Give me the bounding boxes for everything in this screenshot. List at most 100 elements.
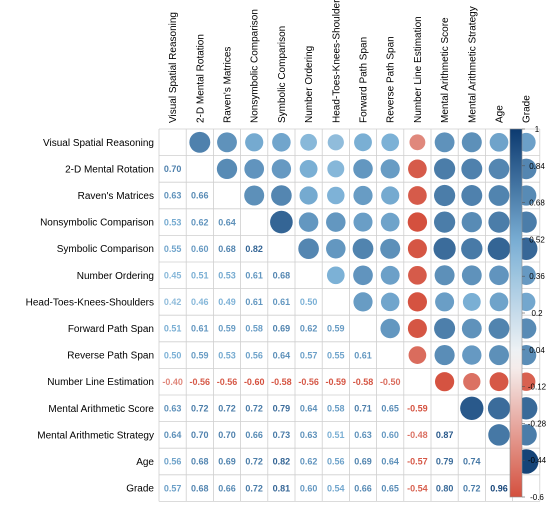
correlation-value: -0.58	[353, 377, 374, 387]
correlation-value: 0.68	[191, 483, 209, 493]
correlation-value: 0.70	[218, 430, 236, 440]
correlation-value: 0.63	[164, 404, 182, 414]
correlation-circle	[354, 133, 372, 152]
colorbar-tick-label: -0.44	[528, 456, 547, 465]
correlation-value: 0.60	[381, 430, 399, 440]
correlation-value: -0.56	[190, 377, 211, 387]
correlation-value: 0.68	[218, 244, 236, 254]
correlation-circle	[462, 292, 481, 311]
correlation-value: 0.82	[245, 244, 263, 254]
row-label: Age	[136, 457, 154, 468]
colorbar-tick-label: 0.2	[531, 309, 543, 318]
correlation-value: 0.80	[436, 483, 454, 493]
correlation-value: 0.72	[463, 483, 481, 493]
correlation-circle	[244, 185, 265, 206]
correlation-circle	[433, 158, 456, 180]
correlation-circle	[299, 186, 318, 205]
correlation-circle	[327, 134, 344, 151]
correlation-circle	[216, 158, 238, 180]
correlation-circle	[408, 346, 427, 364]
row-label: Mental Arithmetic Strategy	[37, 430, 154, 441]
correlation-value: -0.48	[407, 430, 428, 440]
correlation-value: 0.72	[245, 457, 263, 467]
correlation-value: -0.59	[407, 404, 428, 414]
correlation-circle	[489, 345, 509, 366]
correlation-circle	[434, 265, 455, 286]
correlation-value: 0.42	[164, 297, 182, 307]
correlation-value: 0.64	[273, 350, 291, 360]
correlation-circle	[353, 265, 373, 286]
correlation-value: 0.66	[245, 430, 263, 440]
correlation-value: 0.53	[164, 217, 182, 227]
correlation-value: 0.61	[354, 350, 372, 360]
correlation-value: -0.50	[380, 377, 401, 387]
correlation-value: 0.64	[300, 404, 318, 414]
correlation-value: 0.60	[191, 244, 209, 254]
correlation-value: 0.59	[327, 324, 345, 334]
column-label: Head-Toes-Knees-Shoulders	[331, 0, 342, 123]
correlation-circle	[460, 396, 484, 420]
column-label: Symbolic Comparison	[277, 26, 288, 123]
correlation-circle	[461, 158, 483, 180]
correlation-value: 0.63	[300, 430, 318, 440]
correlation-circle	[407, 318, 427, 339]
column-label: Visual Spatial Reasoning	[168, 12, 179, 123]
correlation-circle	[461, 265, 482, 286]
correlation-circle	[489, 292, 509, 312]
correlation-value: 0.50	[300, 297, 318, 307]
correlation-value: 0.71	[354, 404, 372, 414]
correlation-value: 0.60	[300, 483, 318, 493]
correlation-circle	[487, 397, 511, 420]
correlation-circle	[381, 133, 400, 152]
correlation-value: 0.58	[327, 404, 345, 414]
correlation-circle	[353, 159, 373, 179]
correlation-circle	[463, 373, 481, 391]
row-label: Symbolic Comparison	[57, 244, 154, 255]
correlation-value: 0.62	[191, 217, 209, 227]
variable-labels: Visual Spatial Reasoning 2-D Mental Rotat…	[26, 0, 533, 495]
correlation-circle	[380, 238, 401, 259]
correlation-value: 0.69	[218, 457, 236, 467]
correlation-value: 0.64	[218, 217, 236, 227]
correlation-circle	[488, 318, 510, 339]
correlation-value: 0.65	[381, 483, 399, 493]
row-label: Number Line Estimation	[47, 377, 154, 388]
correlation-value: -0.54	[407, 483, 428, 493]
correlation-value: 0.62	[300, 457, 318, 467]
correlation-value: 0.57	[300, 350, 318, 360]
correlation-circle	[300, 133, 317, 151]
correlation-value: 0.69	[354, 457, 372, 467]
column-label: Number Line Estimation	[413, 16, 424, 123]
correlation-circle	[299, 159, 318, 178]
correlation-circle	[407, 292, 427, 312]
correlation-value: -0.56	[298, 377, 319, 387]
correlation-circle	[326, 212, 346, 232]
correlation-value: 0.56	[164, 457, 182, 467]
column-label: Age	[495, 105, 506, 123]
colorbar-tick-label: -0.28	[528, 419, 547, 428]
correlation-circle	[244, 159, 265, 179]
column-label: Mental Arithmetic Score	[440, 17, 451, 123]
correlation-value: 0.66	[191, 191, 209, 201]
colorbar-tick-label: -0.6	[530, 493, 544, 502]
correlation-value: 0.81	[273, 483, 291, 493]
column-label: Number Ordering	[304, 46, 315, 123]
correlation-value: 0.72	[245, 404, 263, 414]
column-label: Mental Arithmetic Strategy	[467, 6, 478, 123]
correlation-value: 0.96	[490, 483, 508, 493]
correlation-circle	[381, 186, 400, 205]
correlation-value: 0.64	[164, 430, 182, 440]
correlation-circle	[488, 158, 510, 180]
correlation-value: 0.59	[191, 350, 209, 360]
correlation-value: 0.56	[327, 457, 345, 467]
correlation-circle	[380, 265, 400, 285]
correlation-circle	[488, 211, 510, 233]
correlation-value: 0.51	[164, 324, 182, 334]
correlation-value: -0.59	[326, 377, 347, 387]
correlation-value: -0.57	[407, 457, 428, 467]
column-label: Raven's Matrices	[223, 47, 234, 123]
correlation-circle	[352, 238, 374, 260]
correlation-circle	[433, 237, 456, 260]
correlation-circle	[245, 133, 264, 152]
